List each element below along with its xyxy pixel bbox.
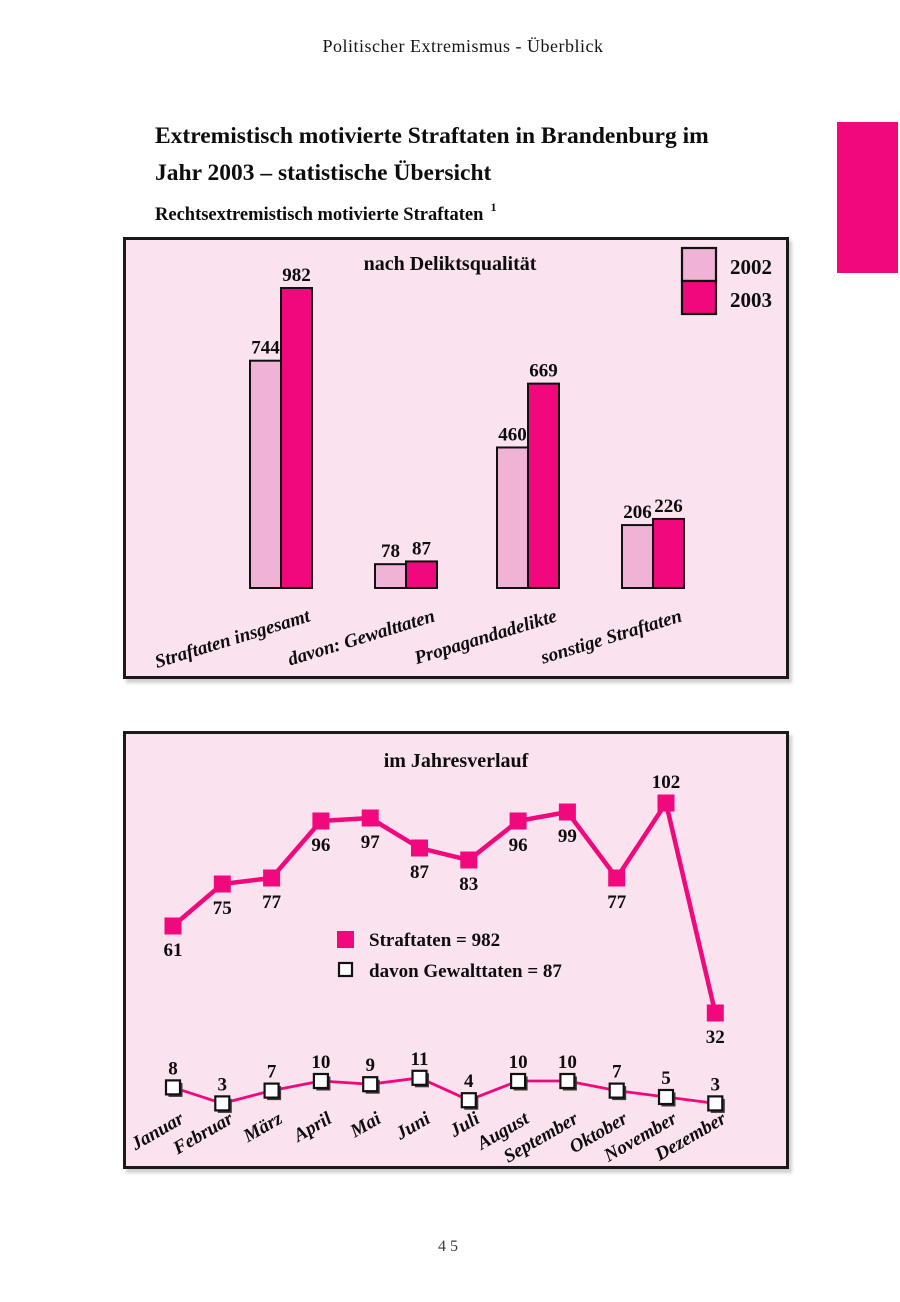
bar-chart-title: nach Deliktsqualität — [364, 253, 537, 275]
legend-label-2003: 2003 — [730, 288, 772, 312]
gewalttaten-marker — [164, 1079, 182, 1096]
gewalttaten-value-label: 3 — [711, 1074, 721, 1095]
gewalttaten-marker — [263, 1082, 280, 1099]
gewalttaten-value-label: 10 — [509, 1052, 528, 1073]
straftaten-value-label: 96 — [311, 835, 330, 856]
gewalttaten-marker — [608, 1082, 625, 1099]
straftaten-value-label: 87 — [410, 862, 430, 883]
straftaten-marker — [657, 794, 675, 812]
gewalttaten-value-label: 5 — [661, 1068, 671, 1089]
straftaten-value-label: 77 — [607, 892, 627, 913]
gewalttaten-marker — [460, 1092, 477, 1109]
title-block: Extremistisch motivierte Straftaten in B… — [155, 118, 795, 226]
page-title-line-1: Extremistisch motivierte Straftaten in B… — [155, 123, 709, 149]
month-label: April — [289, 1108, 336, 1147]
bar-chart-svg: nach Deliktsqualität 20022003744982Straft… — [152, 246, 772, 673]
legend-label-straftaten: Straftaten = 982 — [369, 930, 500, 951]
bar-value-label: 78 — [381, 541, 400, 562]
gewalttaten-marker — [510, 1072, 527, 1090]
page-title-line-2: Jahr 2003 – statistische Übersicht — [155, 160, 492, 186]
legend-label-gewalttaten: davon Gewalttaten = 87 — [369, 961, 562, 982]
gewalttaten-value-label: 9 — [365, 1055, 375, 1076]
line-chart-title: im Jahresverlauf — [384, 750, 529, 772]
category-label: sonstige Straftaten — [538, 606, 685, 669]
subtitle-text: Rechtsextremistisch motivierte Straftate… — [155, 205, 484, 226]
bar-chart-figure: nach Deliktsqualität 2002 2003 744 982 Straft… — [123, 237, 789, 679]
gewalttaten-line — [172, 1076, 716, 1105]
gewalttaten-value-label: 7 — [612, 1062, 622, 1083]
straftaten-value-label: 102 — [652, 772, 681, 793]
bar-value-label: 744 — [251, 338, 280, 359]
straftaten-value-label: 83 — [459, 874, 478, 895]
bar-2003-2 — [527, 382, 560, 589]
bar-2003-1 — [405, 560, 438, 590]
page-number: 45 — [438, 1238, 462, 1255]
footnote-marker: 1 — [490, 200, 497, 214]
legend-swatch-straftaten — [337, 931, 354, 948]
bar-value-label: 87 — [412, 538, 432, 559]
bar-2002-1 — [374, 563, 407, 590]
bar-2002-2 — [496, 446, 529, 589]
bar-2003-0 — [280, 287, 313, 589]
straftaten-value-label: 61 — [164, 940, 183, 961]
bar-value-label: 206 — [623, 502, 652, 523]
gewalttaten-value-label: 10 — [558, 1052, 577, 1073]
gewalttaten-value-label: 4 — [464, 1071, 474, 1092]
bar-value-label: 669 — [529, 361, 558, 382]
month-label: Mai — [346, 1108, 385, 1143]
line-chart-figure: im Jahresverlauf 61 75 77 96 97 87 83 96 99 77 102 3… — [123, 731, 789, 1169]
straftaten-marker — [312, 812, 330, 830]
straftaten-marker — [361, 809, 379, 827]
bar-value-label: 460 — [498, 424, 527, 445]
bar-2003-3 — [652, 517, 685, 590]
straftaten-marker — [263, 869, 281, 887]
straftaten-marker — [460, 851, 478, 869]
straftaten-marker — [706, 1004, 724, 1022]
gewalttaten-value-label: 11 — [411, 1049, 429, 1070]
straftaten-marker — [164, 917, 182, 935]
gewalttaten-marker — [312, 1072, 329, 1090]
gewalttaten-value-label: 7 — [267, 1062, 277, 1083]
legend-swatch-gewalttaten — [337, 961, 354, 978]
straftaten-value-label: 99 — [558, 826, 577, 847]
legend-label-2002: 2002 — [730, 255, 772, 279]
straftaten-value-label: 77 — [262, 892, 282, 913]
gewalttaten-marker — [214, 1095, 231, 1112]
bar-2002-0 — [249, 359, 282, 589]
straftaten-marker — [509, 812, 527, 830]
straftaten-marker — [558, 803, 576, 821]
month-label: März — [239, 1108, 287, 1148]
straftaten-value-label: 97 — [361, 832, 381, 853]
bar-value-label: 226 — [654, 496, 683, 517]
gewalttaten-value-label: 10 — [311, 1052, 330, 1073]
legend-swatch-2003 — [680, 279, 718, 316]
straftaten-value-label: 75 — [213, 898, 232, 919]
legend-swatch-2002 — [680, 246, 718, 283]
straftaten-marker — [608, 869, 626, 887]
chapter-tab — [837, 122, 898, 273]
straftaten-marker — [213, 875, 231, 893]
bar-2002-3 — [621, 524, 654, 589]
month-label: Juni — [392, 1108, 435, 1145]
section-subtitle: Rechtsextremistisch motivierte Straftate… — [155, 200, 795, 226]
gewalttaten-marker — [362, 1076, 379, 1093]
straftaten-value-label: 32 — [706, 1027, 725, 1048]
gewalttaten-marker — [657, 1088, 675, 1106]
gewalttaten-value-label: 8 — [168, 1058, 178, 1079]
gewalttaten-marker — [411, 1069, 428, 1086]
gewalttaten-marker — [559, 1072, 576, 1090]
bar-value-label: 982 — [282, 265, 311, 286]
running-header: Politischer Extremismus - Überblick — [322, 36, 604, 56]
gewalttaten-value-label: 3 — [218, 1074, 228, 1095]
gewalttaten-marker — [707, 1095, 724, 1112]
straftaten-value-label: 96 — [509, 835, 528, 856]
straftaten-marker — [411, 839, 428, 857]
